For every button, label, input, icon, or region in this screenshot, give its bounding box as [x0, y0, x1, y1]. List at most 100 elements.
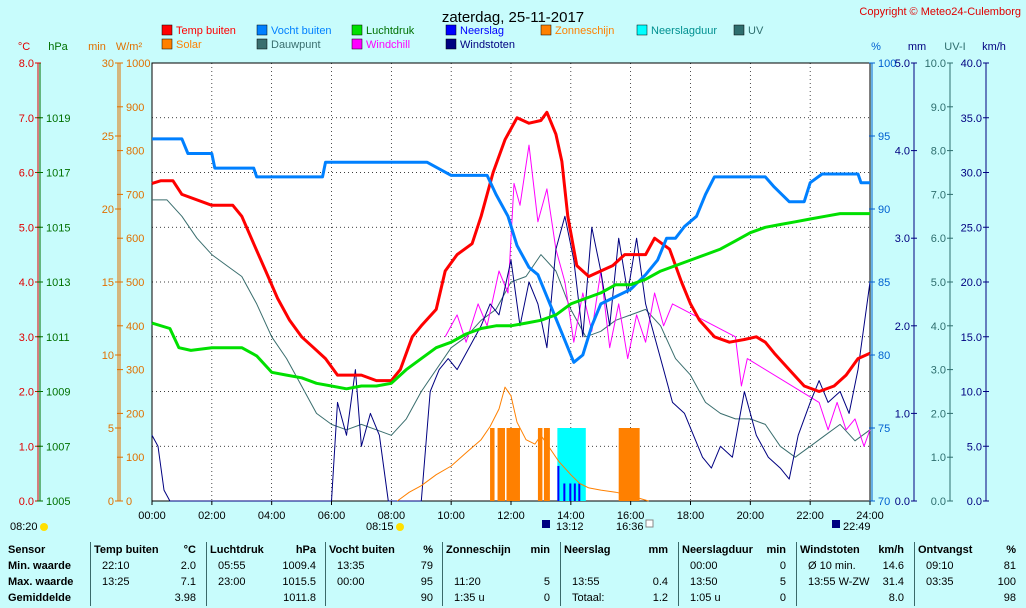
stats-title: Windstoten [800, 544, 860, 556]
x-tick-label: 08:00 [378, 510, 406, 522]
row-label-sensor: Sensor [8, 544, 46, 556]
x-tick-label: 00:00 [138, 510, 166, 522]
axis-label-pct: % [871, 41, 881, 53]
tick-label-temp: 3.0 [19, 332, 34, 344]
stats-col-title: Temp buiten °C [94, 542, 202, 558]
tick-label-uvi: 10.0 [925, 58, 946, 70]
legend-label: Luchtdruk [366, 25, 415, 37]
stats-cell: 00:00 0 [682, 558, 792, 574]
tick-label-min: 25 [102, 131, 114, 143]
x-axis: 00:00 02:00 04:00 06:00 08:00 10:00 12:00 14:00… [138, 501, 884, 522]
stats-value: 79 [420, 560, 433, 572]
tick-label-pct: 95 [878, 131, 890, 143]
bar-neerslag [563, 483, 566, 501]
stats-time: Totaal: [572, 592, 605, 604]
stats-col-title: Neerslag mm [564, 542, 674, 558]
stats-col-title: Vocht buiten% [329, 542, 439, 558]
stats-col-ontvangst: Ontvangst% 09:10 81 03:35 100 98 [918, 538, 1022, 608]
tick-label-wm2: 500 [126, 277, 144, 289]
legend-swatch [636, 24, 648, 36]
x-tick-label: 02:00 [198, 510, 226, 522]
tick-label-uvi: 7.0 [931, 189, 946, 201]
stats-col-windstoten: Windstoten km/h Ø 10 min. 14.6 13:55 W-ZW 31.… [800, 538, 910, 608]
sunset-time: 22:49 [843, 521, 871, 533]
row-label-max: Max. waarde [8, 576, 74, 588]
series-temp-buiten [151, 110, 871, 393]
tick-label-wm2: 200 [126, 408, 144, 420]
tick-label-kmh: 0.0 [967, 496, 982, 508]
tick-label-kmh: 25.0 [961, 222, 982, 234]
stats-value: 98 [1003, 592, 1016, 604]
tick-label-temp: 6.0 [19, 168, 34, 180]
stats-title: Ontvangst [918, 544, 973, 556]
stats-col-title: Windstoten km/h [800, 542, 910, 558]
stats-cell: 09:10 81 [918, 558, 1022, 574]
stats-value: 0 [779, 592, 786, 604]
stats-divider [325, 542, 326, 606]
tick-label-uvi: 5.0 [931, 277, 946, 289]
stats-cell: 1011.8 [210, 590, 322, 606]
tick-label-wm2: 700 [126, 189, 144, 201]
stats-time: 1:05 u [690, 592, 721, 604]
legend-swatch [733, 24, 745, 36]
tick-label-press: 1007 [46, 441, 70, 453]
stats-time: 09:10 [926, 560, 954, 572]
tick-label-mm: 5.0 [895, 58, 910, 70]
tick-label-kmh: 20.0 [961, 277, 982, 289]
stats-cell: 13:35 79 [329, 558, 439, 574]
legend-label: Temp buiten [176, 25, 236, 37]
bar-zonneschijn [506, 428, 520, 501]
axis-label-kmh: km/h [982, 41, 1006, 53]
legend-label: Windchill [366, 39, 410, 51]
bar-zonneschijn [497, 428, 506, 501]
stats-value: 100 [997, 576, 1016, 588]
stats-cell: 8.0 [800, 590, 910, 606]
stats-time: 11:20 [454, 576, 481, 588]
time-marker: 16:36 [616, 521, 644, 533]
tick-label-kmh: 15.0 [961, 332, 982, 344]
stats-value: 7.1 [180, 576, 196, 588]
stats-cell: 23:00 1015.5 [210, 574, 322, 590]
tick-label-temp: 1.0 [19, 441, 34, 453]
stats-unit: °C [183, 544, 196, 556]
stats-value: 81 [1003, 560, 1016, 572]
tick-label-min: 15 [102, 277, 114, 289]
moon-icon [542, 520, 550, 528]
gridlines [152, 63, 870, 501]
stats-title: Vocht buiten [329, 544, 395, 556]
tick-label-kmh: 35.0 [961, 113, 982, 125]
stats-value: 5 [543, 576, 550, 588]
tick-label-uvi: 1.0 [931, 452, 946, 464]
tick-label-min: 20 [102, 204, 114, 216]
tick-label-press: 1011 [46, 332, 70, 344]
stats-time: 13:55 [572, 576, 600, 588]
tick-label-wm2: 800 [126, 146, 144, 158]
x-tick-label: 04:00 [258, 510, 286, 522]
bar-zonneschijn [490, 428, 495, 501]
tick-label-press: 1005 [46, 496, 70, 508]
x-tick-label: 20:00 [737, 510, 765, 522]
legend-label: Dauwpunt [271, 39, 321, 51]
tick-label-uvi: 3.0 [931, 365, 946, 377]
stats-unit: min [530, 544, 550, 556]
stats-col-neerslag: Neerslag mm 13:55 0.4 Totaal: 1.2 [564, 538, 674, 608]
stats-unit: % [1006, 544, 1016, 556]
stats-cell: 13:55 W-ZW 31.4 [800, 574, 910, 590]
x-tick-label: 06:00 [318, 510, 346, 522]
stats-col-title: Luchtdruk hPa [210, 542, 322, 558]
time-marker: 08:15 [366, 521, 394, 533]
tick-label-wm2: 300 [126, 365, 144, 377]
stats-cell: 05:55 1009.4 [210, 558, 322, 574]
legend-swatch [256, 24, 268, 36]
stats-time: 13:55 W-ZW [808, 576, 870, 588]
legend-swatch [351, 24, 363, 36]
stats-divider [678, 542, 679, 606]
legend-label: Neerslagduur [651, 25, 717, 37]
legend: Temp buiten Vocht buiten Luchtdruk Neerslag… [161, 24, 764, 51]
tick-label-kmh: 30.0 [961, 168, 982, 180]
tick-label-press: 1019 [46, 113, 70, 125]
tick-label-uvi: 6.0 [931, 233, 946, 245]
stats-cell: 22:10 2.0 [94, 558, 202, 574]
stats-cell: 11:20 5 [446, 574, 556, 590]
tick-label-pct: 80 [878, 350, 890, 362]
